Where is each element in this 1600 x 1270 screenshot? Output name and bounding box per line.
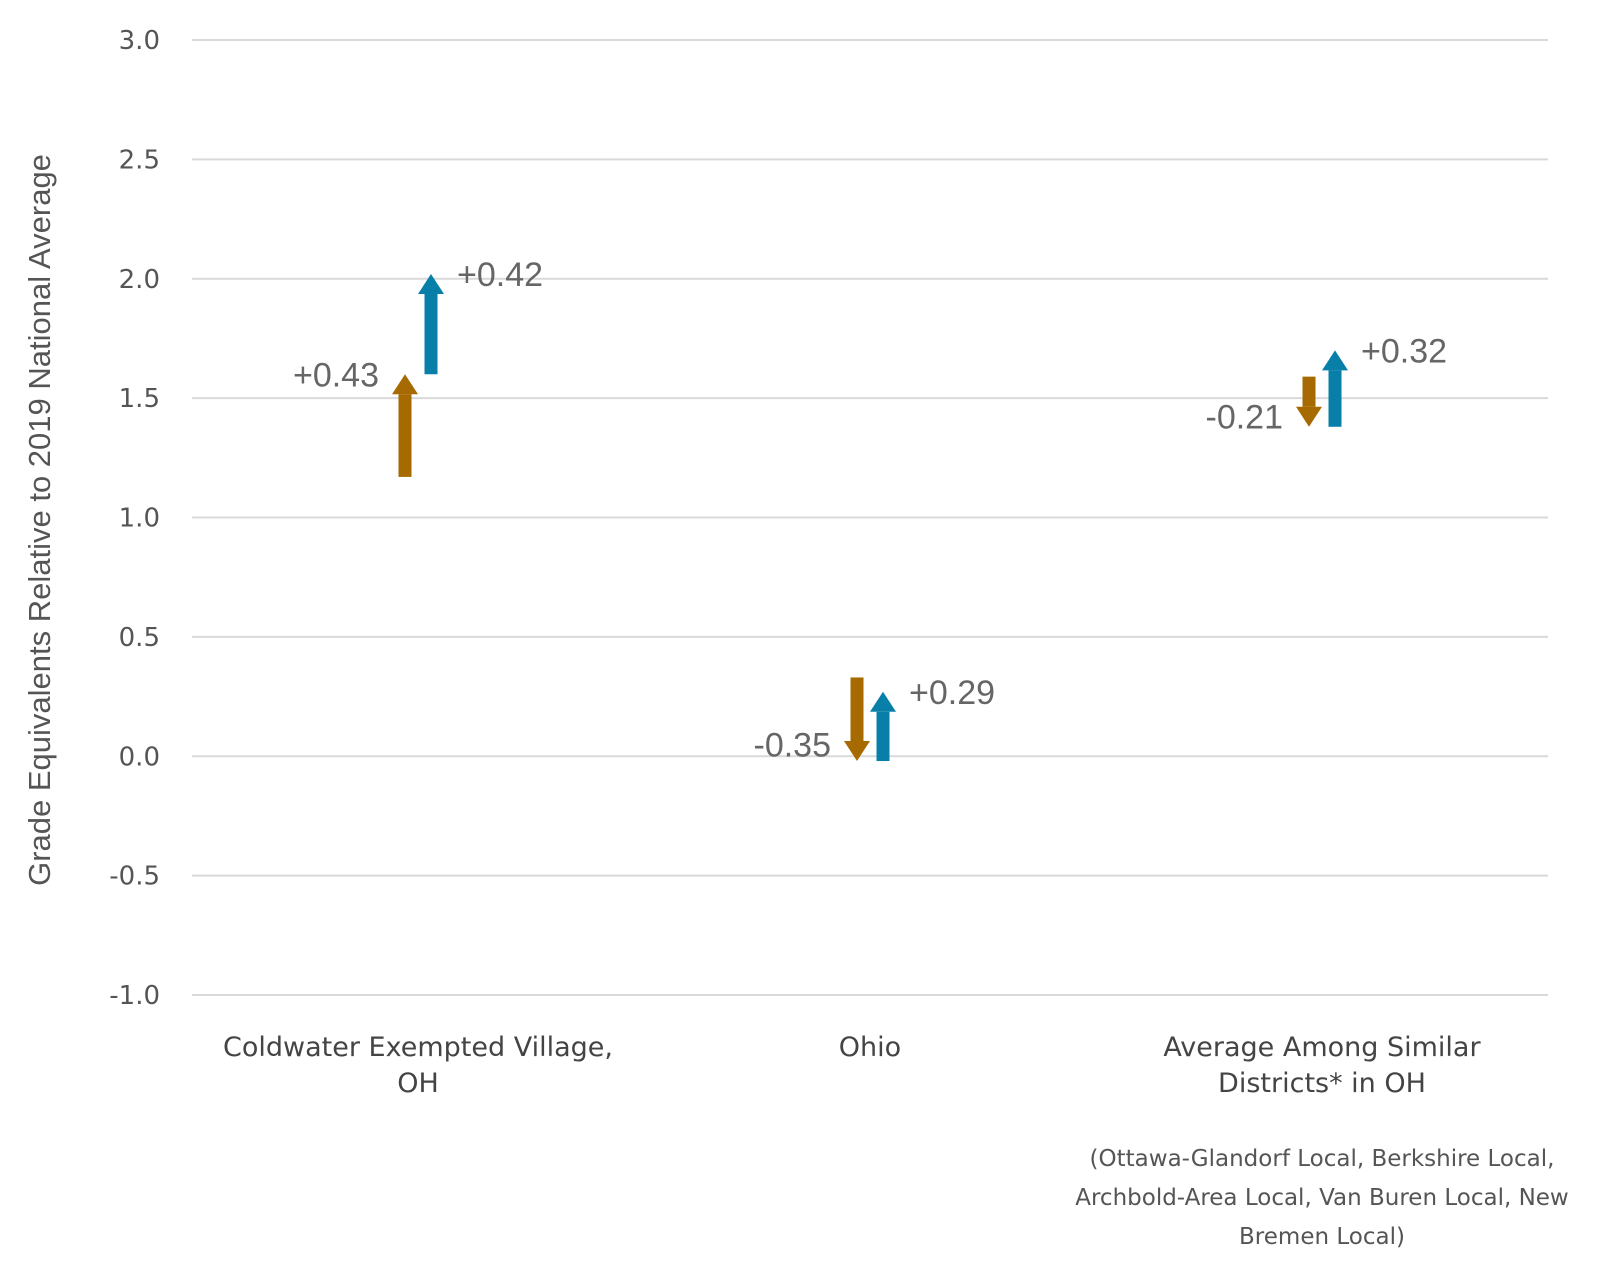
y-tick-label: 2.5 <box>119 145 160 175</box>
x-category-note: Bremen Local) <box>1239 1224 1405 1250</box>
x-category-label: Districts* in OH <box>1218 1068 1426 1099</box>
change-arrow: +0.42 <box>418 256 543 375</box>
arrow-head <box>1296 406 1322 427</box>
y-axis-title: Grade Equivalents Relative to 2019 Natio… <box>22 154 57 886</box>
change-label: +0.42 <box>457 256 543 294</box>
y-tick-label: 0.5 <box>119 623 160 653</box>
arrow-head <box>392 374 418 395</box>
gridlines <box>192 39 1548 996</box>
change-arrow: +0.43 <box>293 356 418 477</box>
arrow-marks: +0.43 +0.42 -0.35 +0.29 -0.21 +0.32 <box>293 256 1447 764</box>
y-tick-label: 1.5 <box>119 384 160 414</box>
y-tick-label: -1.0 <box>109 981 160 1011</box>
arrow-head <box>870 691 896 712</box>
y-tick-label: -0.5 <box>109 862 160 892</box>
x-category-label: Coldwater Exempted Village, <box>223 1032 613 1063</box>
x-category-note: (Ottawa-Glandorf Local, Berkshire Local, <box>1090 1146 1555 1172</box>
y-tick-label: 2.0 <box>119 265 160 295</box>
change-label: -0.21 <box>1206 399 1284 437</box>
arrow-head <box>418 273 444 294</box>
change-arrow: -0.35 <box>754 677 870 764</box>
x-category-note: Archbold-Area Local, Van Buren Local, Ne… <box>1075 1185 1569 1211</box>
change-label: +0.32 <box>1361 332 1447 370</box>
change-arrow: +0.29 <box>870 674 995 762</box>
arrow-shaft <box>398 394 412 477</box>
y-tick-label: 3.0 <box>119 26 160 56</box>
change-label: +0.43 <box>293 356 379 394</box>
x-category-label: Average Among Similar <box>1163 1032 1481 1063</box>
change-arrow: -0.21 <box>1206 376 1322 437</box>
change-arrow: +0.32 <box>1322 332 1447 427</box>
arrow-shaft <box>1302 376 1316 407</box>
x-category-label: OH <box>397 1068 439 1099</box>
y-tick-label: 0.0 <box>119 742 160 772</box>
category-labels: Coldwater Exempted Village, OH Ohio Average… <box>223 1032 1569 1250</box>
arrow-head <box>844 741 870 762</box>
x-category-label: Ohio <box>839 1032 901 1063</box>
change-label: +0.29 <box>909 674 995 712</box>
change-label: -0.35 <box>754 726 832 764</box>
arrow-shaft <box>424 293 438 375</box>
arrow-shaft <box>1328 370 1342 427</box>
y-tick-label: 1.0 <box>119 504 160 534</box>
y-axis-ticks: 3.0 2.5 2.0 1.5 1.0 0.5 0.0 -0.5 -1.0 <box>109 26 160 1011</box>
arrow-shaft <box>850 677 864 742</box>
arrow-head <box>1322 350 1348 371</box>
arrow-shaft <box>876 711 890 762</box>
